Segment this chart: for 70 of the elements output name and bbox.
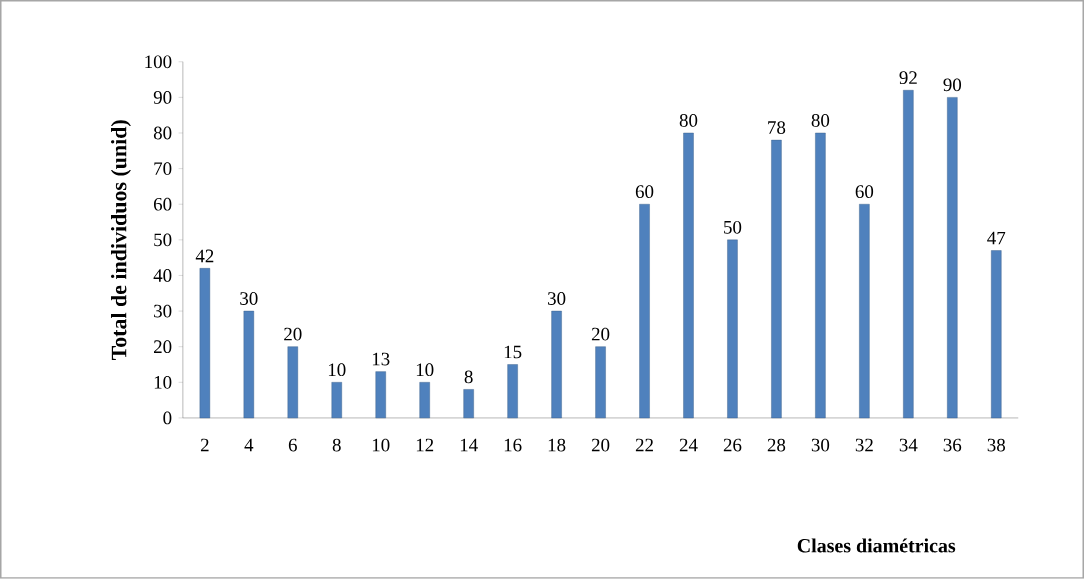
bar [507, 364, 518, 419]
y-tick-label: 30 [154, 304, 172, 318]
data-label: 60 [855, 185, 874, 199]
y-tick-label: 70 [154, 162, 172, 176]
bar [551, 311, 562, 419]
bar [683, 132, 694, 419]
bar [375, 371, 386, 419]
bar [331, 382, 342, 419]
x-tick-label: 8 [332, 438, 341, 452]
bar [639, 204, 650, 419]
x-tick-label: 28 [767, 438, 786, 452]
bar [815, 132, 826, 419]
bar [991, 250, 1002, 419]
data-label: 92 [899, 71, 917, 85]
x-tick-label: 32 [855, 438, 873, 452]
data-label: 42 [195, 249, 214, 263]
bar [595, 346, 606, 419]
y-tick-label: 0 [163, 411, 172, 425]
x-tick-label: 10 [372, 438, 390, 452]
data-label: 30 [240, 292, 258, 305]
x-tick-label: 20 [591, 438, 610, 452]
x-tick-label: 16 [504, 438, 522, 452]
y-tick-label: 100 [145, 55, 172, 69]
bar [947, 97, 958, 419]
y-axis-title: Total de individuos (unid) [111, 120, 131, 361]
data-label: 8 [464, 370, 473, 384]
y-tick-label: 10 [154, 376, 172, 389]
x-tick-label: 14 [460, 438, 478, 452]
bar [463, 389, 474, 419]
data-label: 15 [504, 345, 522, 359]
data-label: 60 [635, 185, 654, 199]
x-tick-label: 24 [679, 438, 698, 452]
data-label: 10 [416, 363, 434, 377]
data-label: 80 [811, 114, 830, 127]
data-label: 20 [591, 327, 610, 341]
y-tick-label: 20 [154, 340, 172, 354]
x-tick-label: 26 [723, 438, 742, 452]
x-tick-label: 38 [987, 438, 1006, 452]
x-tick-label: 30 [811, 438, 830, 452]
y-tick-label: 80 [153, 126, 172, 140]
y-tick-label: 40 [153, 269, 172, 282]
data-label: 20 [284, 327, 302, 341]
x-axis-title: Clases diamétricas [797, 538, 956, 553]
data-label: 30 [548, 292, 566, 305]
bar [199, 268, 211, 419]
y-tick-label: 50 [154, 233, 172, 247]
bar [859, 204, 870, 419]
x-tick-label: 34 [899, 438, 918, 452]
bar [903, 90, 914, 419]
x-tick-label: 6 [288, 438, 297, 452]
x-tick-label: 2 [200, 438, 209, 452]
y-tick-label: 90 [153, 91, 172, 104]
x-tick-label: 18 [548, 438, 566, 452]
data-label: 78 [768, 121, 786, 135]
bar [287, 346, 298, 419]
x-tick-label: 36 [943, 438, 962, 452]
data-label: 13 [372, 352, 390, 366]
x-tick-label: 4 [244, 438, 254, 452]
bar [727, 239, 738, 419]
x-tick-label: 12 [416, 438, 434, 452]
data-label: 90 [943, 78, 962, 92]
bar [771, 140, 782, 419]
y-tick-label: 60 [153, 197, 172, 211]
bar [243, 311, 255, 419]
data-label: 10 [328, 363, 346, 377]
x-tick-label: 22 [635, 438, 653, 452]
bar [419, 382, 430, 419]
data-label: 47 [987, 232, 1006, 245]
data-label: 80 [679, 114, 698, 127]
data-label: 50 [724, 221, 742, 234]
